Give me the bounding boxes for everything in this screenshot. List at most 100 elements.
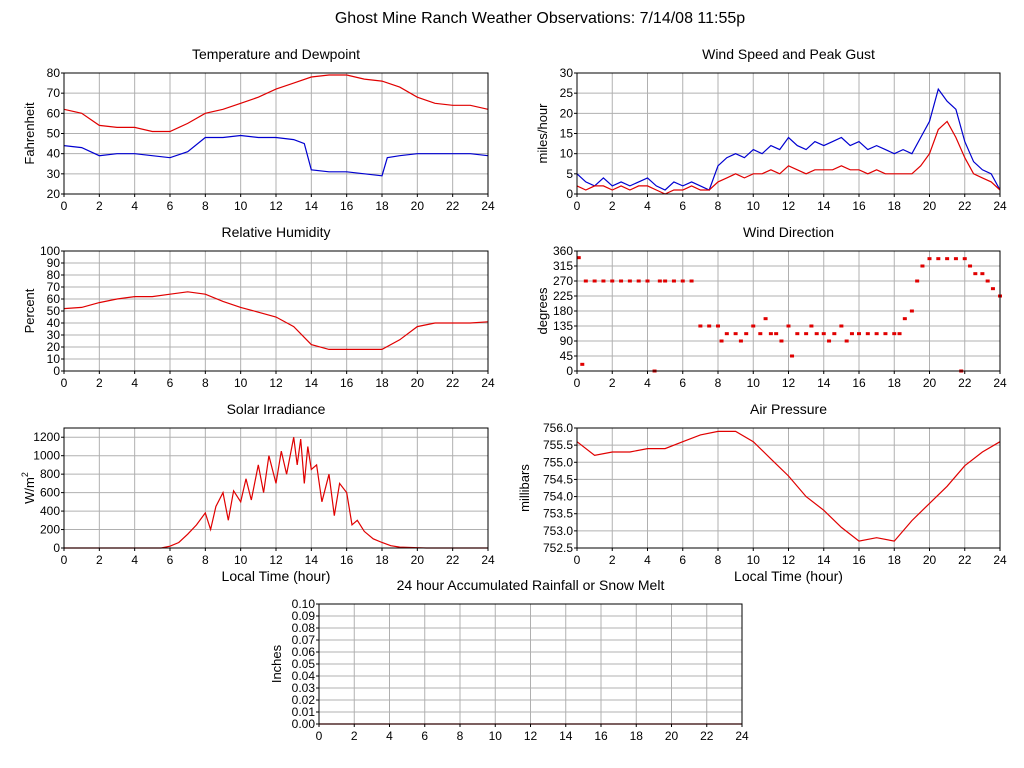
tick-label-x: 10 <box>234 553 248 567</box>
tick-label-x: 4 <box>644 376 651 390</box>
tick-label-y: 10 <box>560 147 574 161</box>
tick-label-x: 4 <box>644 199 651 213</box>
tick-label-x: 16 <box>340 553 354 567</box>
tick-label-x: 16 <box>594 729 608 743</box>
data-point <box>576 256 581 260</box>
tick-label-y: 753.0 <box>543 524 573 538</box>
tick-label-y: 0 <box>53 541 60 555</box>
tick-label-y: 0 <box>566 364 573 378</box>
tick-label-x: 2 <box>609 553 616 567</box>
data-point <box>883 332 888 336</box>
data-point <box>601 279 606 283</box>
tick-label-y: 20 <box>47 340 61 354</box>
tick-label-y: 20 <box>47 187 61 201</box>
tick-label-y: 752.5 <box>543 541 573 555</box>
axis-label-x: Local Time (hour) <box>222 568 331 584</box>
tick-label-x: 22 <box>958 376 972 390</box>
tick-label-x: 18 <box>375 199 389 213</box>
tick-label-x: 12 <box>269 376 283 390</box>
tick-label-x: 2 <box>351 729 358 743</box>
tick-label-y: 70 <box>47 280 61 294</box>
tick-label-y: 80 <box>47 66 61 80</box>
tick-label-x: 22 <box>700 729 714 743</box>
tick-label-y: 0.02 <box>292 693 316 707</box>
tick-label-x: 16 <box>852 199 866 213</box>
data-point <box>857 332 861 336</box>
tick-label-x: 6 <box>679 376 686 390</box>
data-point <box>953 257 958 261</box>
tick-label-x: 24 <box>993 199 1007 213</box>
axis-label-y: miles/hour <box>535 103 550 164</box>
chart-title: Wind Direction <box>743 224 834 240</box>
tick-label-y: 60 <box>47 106 61 120</box>
chart-title: Solar Irradiance <box>227 401 326 417</box>
tick-label-x: 8 <box>457 729 464 743</box>
tick-label-x: 0 <box>574 199 581 213</box>
data-point <box>719 339 724 343</box>
data-point <box>779 339 784 343</box>
tick-label-x: 18 <box>888 199 902 213</box>
tick-label-x: 8 <box>715 199 722 213</box>
tick-label-y: 0.07 <box>292 633 316 647</box>
tick-label-y: 100 <box>40 244 60 258</box>
tick-label-x: 10 <box>747 199 761 213</box>
chart-humidity: Relative Humidity01020304050607080901000… <box>22 224 495 390</box>
data-point <box>945 257 950 261</box>
tick-label-y: 756.0 <box>543 421 573 435</box>
data-point <box>909 309 914 313</box>
data-point <box>920 264 925 268</box>
axis-label-y: W/m2 <box>20 472 37 504</box>
tick-label-y: 40 <box>47 316 61 330</box>
tick-label-x: 0 <box>61 199 68 213</box>
axis-label-y: Inches <box>269 644 284 683</box>
data-point <box>744 332 749 336</box>
data-point <box>636 279 641 283</box>
page-title: Ghost Mine Ranch Weather Observations: 7… <box>335 10 745 27</box>
tick-label-y: 5 <box>566 167 573 181</box>
data-point <box>832 332 837 336</box>
tick-label-y: 0.10 <box>292 597 316 611</box>
tick-label-x: 8 <box>715 376 722 390</box>
tick-label-x: 12 <box>782 553 796 567</box>
data-point <box>689 279 694 283</box>
tick-label-x: 10 <box>747 553 761 567</box>
data-point <box>902 317 907 321</box>
tick-label-x: 0 <box>574 553 581 567</box>
tick-label-y: 80 <box>47 268 61 282</box>
data-point <box>804 332 809 336</box>
tick-label-x: 14 <box>817 553 831 567</box>
tick-label-x: 22 <box>958 553 972 567</box>
data-point <box>915 279 920 283</box>
tick-label-y: 0.04 <box>292 669 316 683</box>
tick-label-x: 24 <box>735 729 749 743</box>
tick-label-x: 20 <box>923 376 937 390</box>
tick-label-x: 24 <box>481 553 495 567</box>
chart-title: Wind Speed and Peak Gust <box>702 46 875 62</box>
data-point <box>763 317 768 321</box>
series-line-peak-gust <box>576 87 1001 191</box>
tick-label-y: 50 <box>47 127 61 141</box>
data-point <box>892 332 897 336</box>
tick-label-x: 20 <box>411 199 425 213</box>
tick-label-x: 2 <box>96 199 103 213</box>
tick-label-x: 8 <box>202 376 209 390</box>
tick-label-x: 4 <box>131 553 138 567</box>
tick-label-x: 6 <box>679 199 686 213</box>
tick-label-x: 0 <box>61 553 68 567</box>
tick-label-x: 14 <box>817 376 831 390</box>
data-point <box>663 279 668 283</box>
data-point <box>580 362 585 366</box>
tick-label-x: 24 <box>993 553 1007 567</box>
tick-label-x: 6 <box>679 553 686 567</box>
tick-label-x: 14 <box>305 376 319 390</box>
tick-label-y: 30 <box>47 328 61 342</box>
axis-label-y-sup: 2 <box>20 472 30 477</box>
data-point <box>786 324 791 328</box>
tick-label-y: 90 <box>560 334 574 348</box>
tick-label-y: 30 <box>560 66 574 80</box>
tick-label-y: 70 <box>47 86 61 100</box>
